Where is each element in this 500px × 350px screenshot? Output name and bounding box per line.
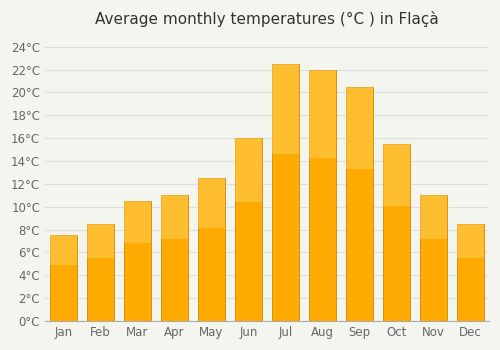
Bar — [50, 235, 77, 265]
Bar — [50, 235, 77, 321]
Bar — [346, 87, 373, 169]
Bar — [161, 195, 188, 239]
Bar — [235, 138, 262, 321]
Bar — [309, 70, 336, 321]
Bar — [235, 138, 262, 202]
Bar — [457, 224, 483, 321]
Bar — [272, 64, 299, 321]
Bar — [346, 87, 373, 321]
Bar — [88, 224, 114, 258]
Bar — [420, 195, 446, 239]
Bar — [420, 195, 446, 321]
Title: Average monthly temperatures (°C ) in Flaçà: Average monthly temperatures (°C ) in Fl… — [95, 11, 439, 27]
Bar — [161, 195, 188, 321]
Bar — [309, 70, 336, 158]
Bar — [124, 201, 151, 321]
Bar — [383, 144, 409, 206]
Bar — [198, 178, 225, 321]
Bar — [272, 64, 299, 154]
Bar — [383, 144, 409, 321]
Bar — [124, 201, 151, 243]
Bar — [198, 178, 225, 228]
Bar — [457, 224, 483, 258]
Bar — [88, 224, 114, 321]
